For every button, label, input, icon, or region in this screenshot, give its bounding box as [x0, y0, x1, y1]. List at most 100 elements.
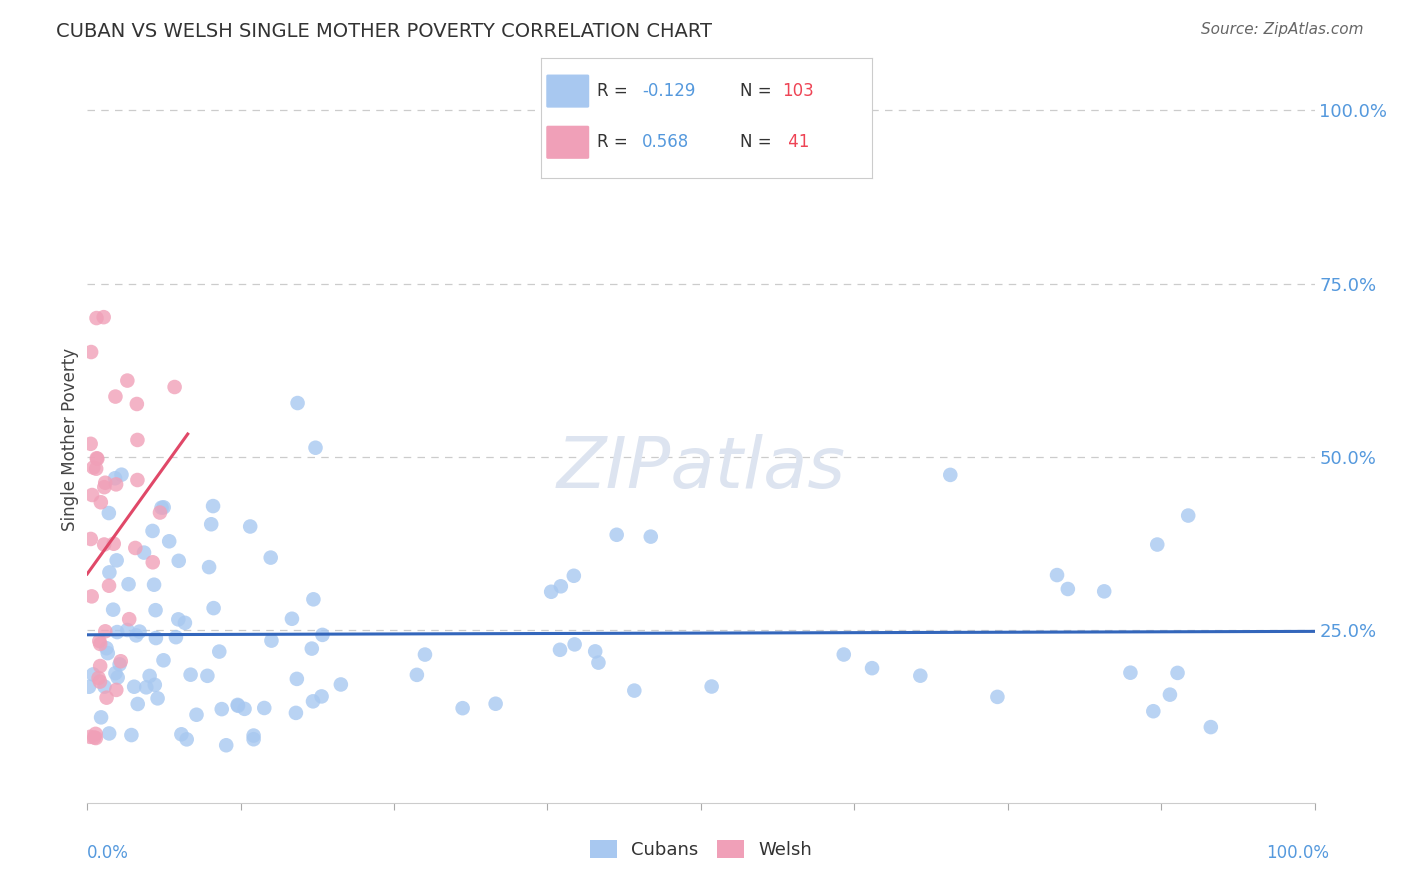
Point [86, 311, 108, 326]
Point [226, 698, 249, 713]
Point [82, 488, 104, 502]
Point [86, 451, 108, 466]
Point [1046, 568, 1069, 582]
Point [583, 644, 606, 658]
Point [89, 637, 111, 651]
Point [105, 625, 128, 640]
Point [200, 517, 222, 532]
Point [117, 623, 139, 637]
Point [1146, 537, 1168, 551]
Point [83, 731, 105, 745]
Point [211, 702, 233, 716]
Text: R =: R = [598, 133, 634, 152]
Point [167, 554, 190, 568]
Point [104, 666, 127, 681]
Text: N =: N = [740, 133, 776, 152]
Point [94, 624, 117, 639]
Point [281, 612, 304, 626]
Point [170, 727, 193, 741]
Point [606, 528, 628, 542]
Point [1167, 665, 1189, 680]
Point [79, 730, 101, 744]
Point [174, 615, 197, 630]
Point [451, 701, 474, 715]
Point [208, 644, 231, 658]
Point [122, 680, 145, 694]
Point [89, 659, 111, 673]
Point [640, 530, 662, 544]
Point [110, 467, 132, 482]
Y-axis label: Single Mother Poverty: Single Mother Poverty [60, 348, 79, 531]
Point [142, 555, 165, 569]
Point [143, 578, 166, 592]
Point [202, 499, 225, 513]
Point [197, 669, 219, 683]
Text: 0.0%: 0.0% [87, 844, 129, 862]
Point [146, 691, 169, 706]
Text: R =: R = [598, 82, 634, 100]
Point [564, 637, 586, 651]
Point [202, 601, 225, 615]
Point [149, 506, 172, 520]
Point [260, 550, 283, 565]
Point [550, 579, 572, 593]
Point [120, 728, 142, 742]
Point [260, 633, 283, 648]
Point [145, 631, 167, 645]
Point [125, 628, 148, 642]
Point [104, 390, 127, 404]
Point [1056, 582, 1078, 596]
Point [860, 661, 883, 675]
Point [89, 634, 111, 648]
Point [93, 480, 115, 494]
FancyBboxPatch shape [547, 126, 589, 159]
Point [253, 701, 276, 715]
Point [104, 471, 127, 485]
Point [105, 682, 128, 697]
Point [242, 732, 264, 747]
Point [242, 729, 264, 743]
Text: ZIPatlas: ZIPatlas [557, 434, 845, 503]
Point [105, 553, 128, 567]
Point [117, 374, 139, 388]
Point [176, 732, 198, 747]
Point [132, 546, 155, 560]
Point [96, 690, 118, 705]
Point [98, 566, 121, 580]
Point [150, 500, 173, 515]
Point [89, 674, 111, 689]
Point [87, 671, 110, 685]
Point [80, 345, 103, 359]
Point [90, 710, 112, 724]
Point [93, 537, 115, 551]
Point [152, 653, 174, 667]
Point [143, 678, 166, 692]
Point [311, 628, 333, 642]
Point [287, 396, 309, 410]
Point [1199, 720, 1222, 734]
Point [93, 680, 115, 694]
Point [910, 668, 932, 682]
Point [125, 397, 148, 411]
Point [97, 506, 120, 520]
Point [1119, 665, 1142, 680]
Point [124, 541, 146, 555]
Point [141, 524, 163, 538]
Point [145, 603, 167, 617]
Point [165, 630, 187, 644]
Point [939, 467, 962, 482]
Point [302, 694, 325, 708]
Point [485, 697, 508, 711]
Point [329, 677, 352, 691]
Point [163, 380, 186, 394]
Point [79, 437, 101, 451]
Text: 100.0%: 100.0% [1265, 844, 1329, 862]
Point [700, 680, 723, 694]
Point [97, 646, 120, 660]
Point [90, 495, 112, 509]
Point [186, 707, 208, 722]
Point [128, 624, 150, 639]
Point [117, 577, 139, 591]
Point [302, 592, 325, 607]
Point [84, 727, 107, 741]
